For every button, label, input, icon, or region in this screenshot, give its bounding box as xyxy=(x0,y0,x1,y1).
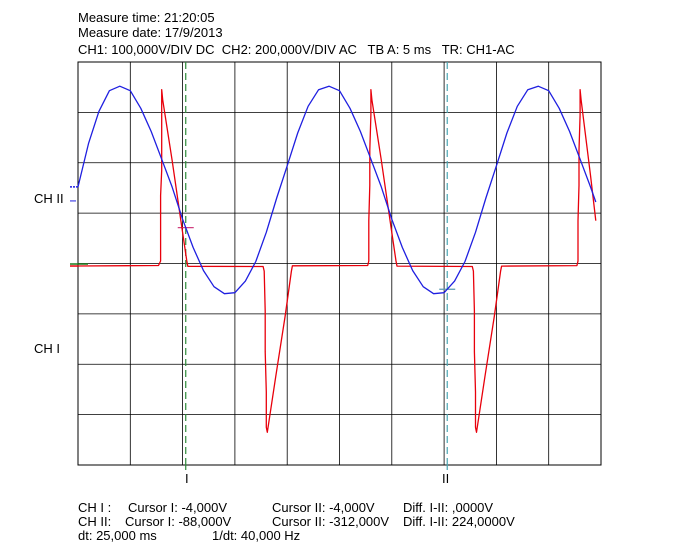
ch1-label: CH I xyxy=(34,341,60,356)
ch1-trace xyxy=(77,89,597,433)
channel-settings: CH1: 100,000V/DIV DC CH2: 200,000V/DIV A… xyxy=(78,42,515,57)
scope-grid xyxy=(77,61,602,466)
ch2-cursor1: Cursor I: -88,000V xyxy=(125,514,232,529)
ch1-cursor2: Cursor II: -4,000V xyxy=(272,500,375,515)
ch2-label: CH II xyxy=(34,191,64,206)
ch1-diff: Diff. I-II: ,0000V xyxy=(403,500,494,515)
cursor2-label: II xyxy=(442,471,450,486)
measure-time: Measure time: 21:20:05 xyxy=(78,10,215,25)
inv-dt-readout: 1/dt: 40,000 Hz xyxy=(212,528,301,543)
ch1-readout-label: CH I : xyxy=(78,500,112,515)
ch2-cursor2: Cursor II: -312,000V xyxy=(272,514,390,529)
cursor1-label: I xyxy=(185,471,189,486)
ch2-trace xyxy=(77,85,597,295)
channel-markers xyxy=(70,186,456,290)
ch2-diff: Diff. I-II: 224,0000V xyxy=(403,514,515,529)
cursor-lines xyxy=(185,62,448,470)
ch1-cursor1: Cursor I: -4,000V xyxy=(128,500,227,515)
dt-readout: dt: 25,000 ms xyxy=(78,528,157,543)
traces xyxy=(77,85,597,433)
ch2-readout-label: CH II: xyxy=(78,514,112,529)
measure-date: Measure date: 17/9/2013 xyxy=(78,25,223,40)
